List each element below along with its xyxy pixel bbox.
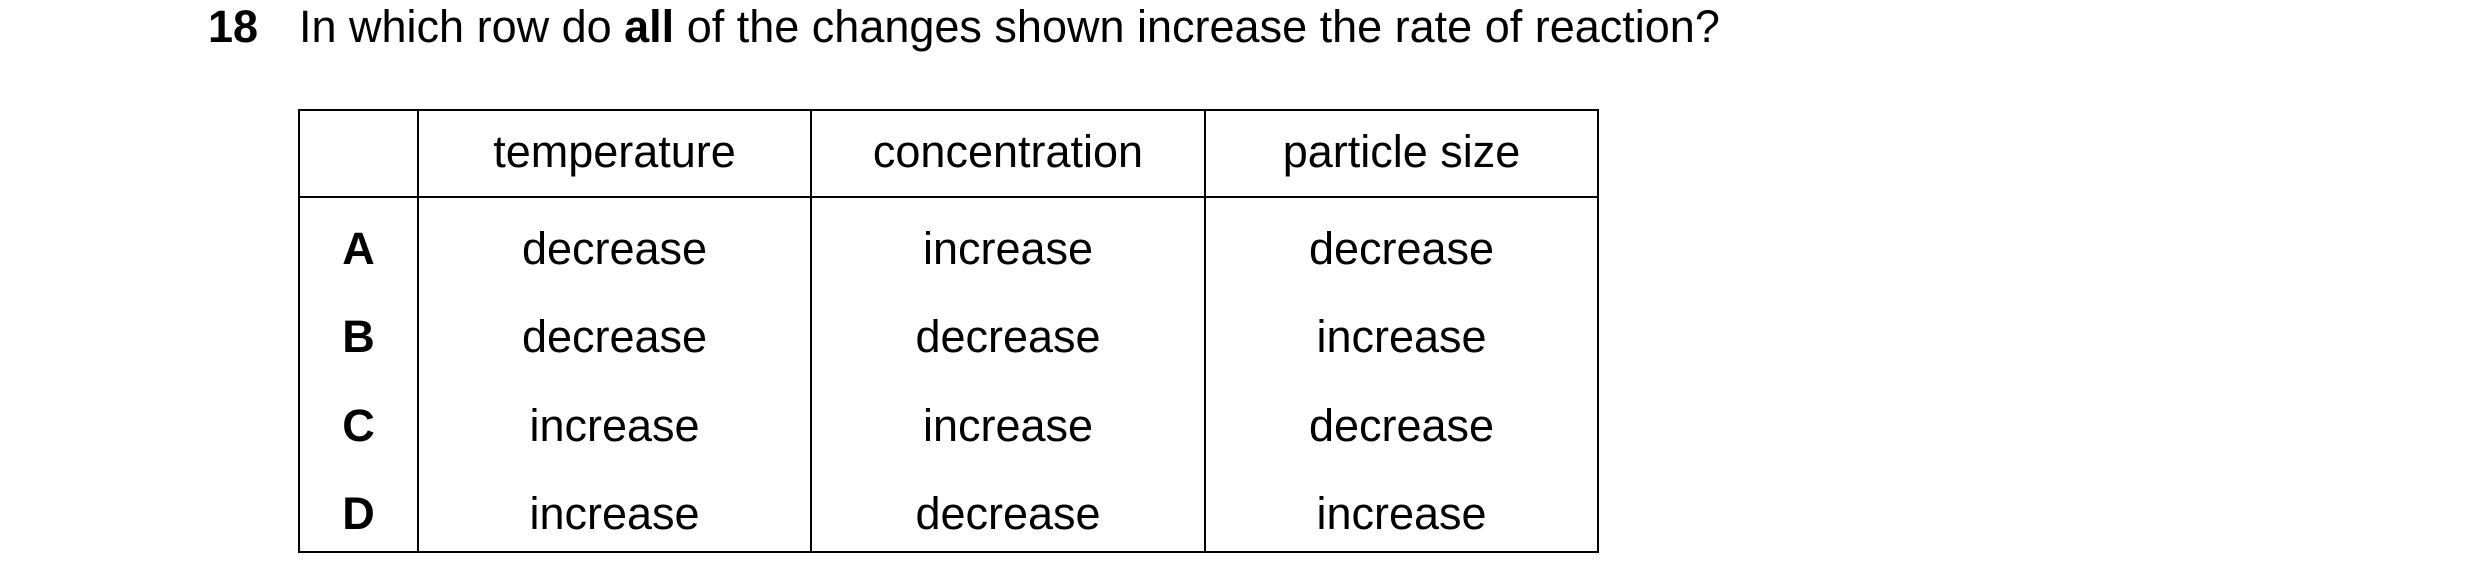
question-text-part: In which row do bbox=[299, 1, 624, 52]
table-cell: decrease bbox=[1309, 223, 1494, 274]
table-cell: decrease bbox=[1309, 400, 1494, 451]
table-cell: decrease bbox=[522, 223, 707, 274]
question-text: In which row do all of the changes shown… bbox=[299, 1, 1720, 52]
row-label: D bbox=[342, 488, 375, 539]
table-cell: decrease bbox=[915, 311, 1100, 362]
table-cell: increase bbox=[1316, 311, 1486, 362]
table-cell: increase bbox=[1316, 488, 1486, 539]
row-label: A bbox=[342, 223, 375, 274]
question-text-part: of the changes shown increase the rate o… bbox=[674, 1, 1720, 52]
row-label: C bbox=[342, 400, 375, 451]
question-number: 18 bbox=[208, 1, 258, 52]
header-cell: particle size bbox=[1283, 126, 1521, 177]
table-borders bbox=[298, 109, 1599, 553]
table-cell: increase bbox=[529, 400, 699, 451]
question-emphasis: all bbox=[624, 1, 674, 52]
table-cell: increase bbox=[923, 223, 1093, 274]
table-cell: increase bbox=[529, 488, 699, 539]
table-border bbox=[298, 109, 1599, 553]
header-cell: temperature bbox=[493, 126, 736, 177]
table-cell: increase bbox=[923, 400, 1093, 451]
header-cell: concentration bbox=[873, 126, 1143, 177]
table-cell: decrease bbox=[522, 311, 707, 362]
table-cell: decrease bbox=[915, 488, 1100, 539]
row-label: B bbox=[342, 311, 375, 362]
